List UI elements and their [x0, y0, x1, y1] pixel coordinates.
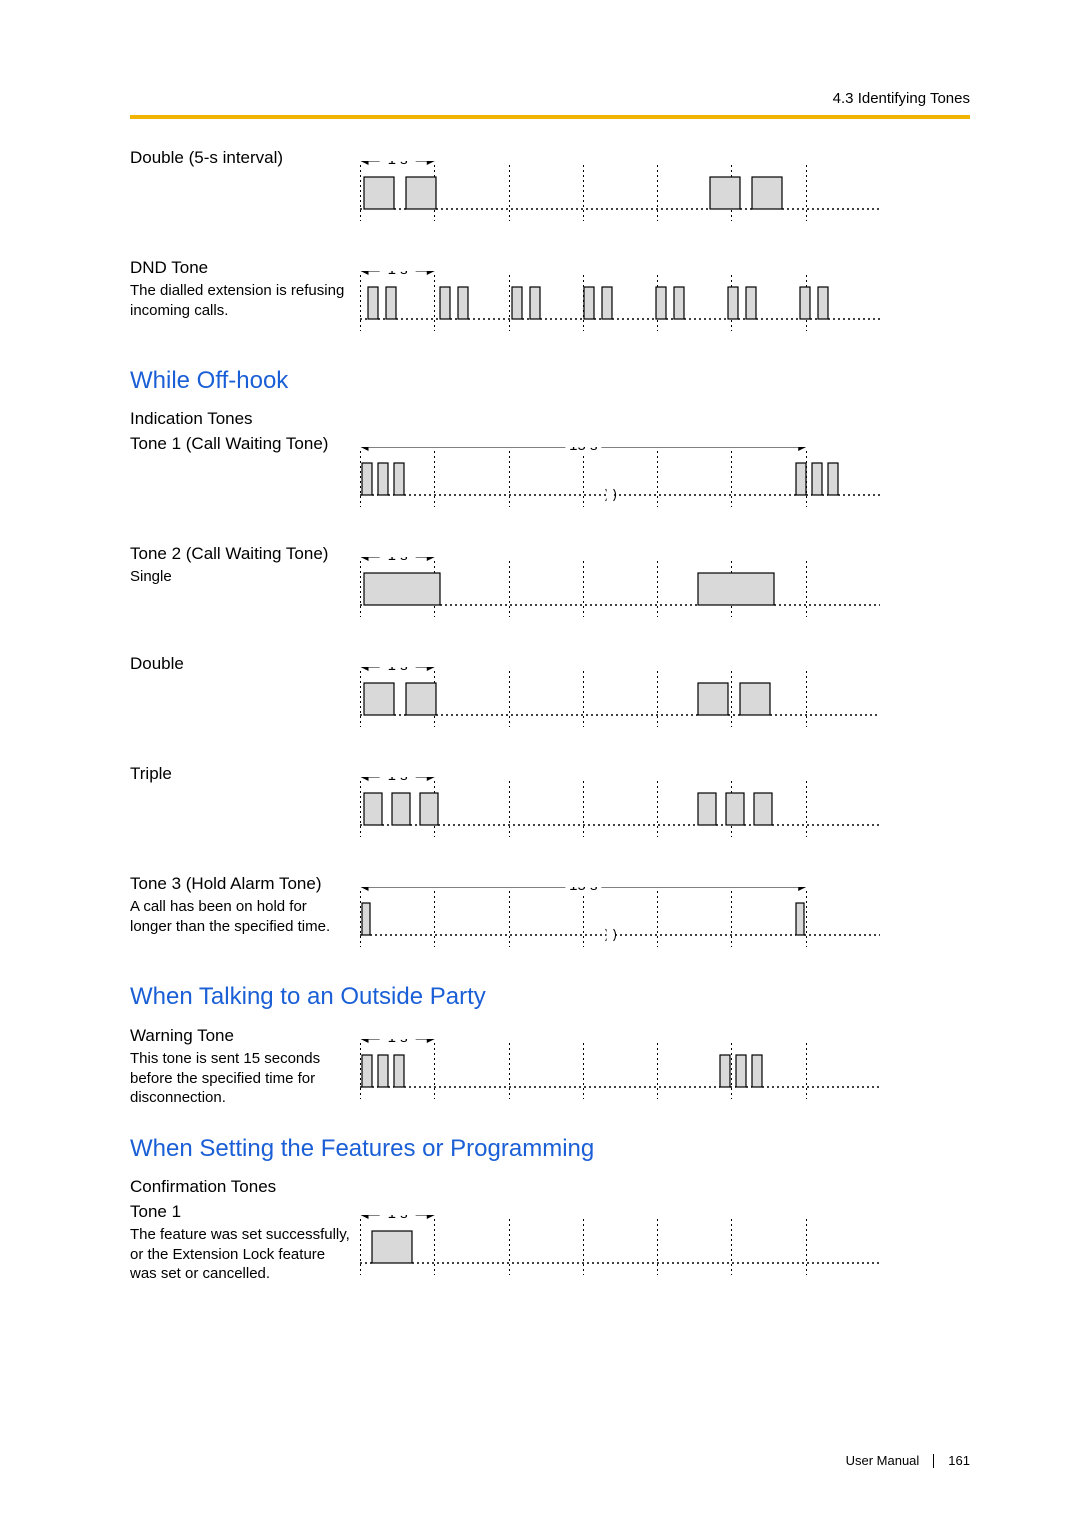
tone-row: DND Tone The dialled extension is refusi…	[130, 257, 970, 347]
tone-desc: Single	[130, 567, 352, 587]
svg-text:15 s: 15 s	[569, 447, 597, 454]
tone-row: Warning Tone This tone is sent 15 second…	[130, 1025, 970, 1115]
svg-text:1 s: 1 s	[388, 557, 408, 564]
page-footer: User Manual 161	[846, 1453, 970, 1468]
svg-text:1 s: 1 s	[388, 667, 408, 674]
tone-desc: A call has been on hold for longer than …	[130, 897, 352, 936]
svg-text:1 s: 1 s	[388, 777, 408, 784]
timing-chart: 15 s	[360, 447, 880, 523]
tone-desc: The dialled extension is refusing incomi…	[130, 281, 352, 320]
tone-desc: The feature was set successfully, or the…	[130, 1225, 352, 1284]
svg-text:1 s: 1 s	[388, 1039, 408, 1046]
tone-label: Double	[130, 653, 352, 675]
tone-label: Tone 3 (Hold Alarm Tone)	[130, 873, 352, 895]
tone-row: Triple 1 s	[130, 763, 970, 853]
tone-row: Tone 1 (Call Waiting Tone) 15 s	[130, 433, 970, 523]
tone-row: Tone 3 (Hold Alarm Tone) A call has been…	[130, 873, 970, 963]
tone-row: Double 1 s	[130, 653, 970, 743]
subheading: Indication Tones	[130, 409, 970, 429]
timing-chart: 1 s	[360, 777, 880, 853]
tone-label: Triple	[130, 763, 352, 785]
timing-chart: 1 s	[360, 161, 880, 237]
timing-chart: 15 s	[360, 887, 880, 963]
tone-label: Warning Tone	[130, 1025, 352, 1047]
section-heading: When Talking to an Outside Party	[130, 983, 970, 1011]
timing-chart: 1 s	[360, 1039, 880, 1115]
timing-chart: 1 s	[360, 667, 880, 743]
breadcrumb: 4.3 Identifying Tones	[130, 90, 970, 107]
timing-chart: 1 s	[360, 557, 880, 633]
svg-text:1 s: 1 s	[388, 1215, 408, 1222]
tone-row: Double (5-s interval) 1 s	[130, 147, 970, 237]
tone-label: Double (5-s interval)	[130, 147, 352, 169]
timing-chart: 1 s	[360, 1215, 880, 1291]
timing-chart: 1 s	[360, 271, 880, 347]
footer-divider	[933, 1454, 934, 1468]
accent-bar	[130, 115, 970, 119]
section-heading: While Off-hook	[130, 367, 970, 395]
section-heading: When Setting the Features or Programming	[130, 1135, 970, 1163]
svg-text:15 s: 15 s	[569, 887, 597, 894]
tone-label: Tone 2 (Call Waiting Tone)	[130, 543, 352, 565]
tone-label: DND Tone	[130, 257, 352, 279]
svg-text:1 s: 1 s	[388, 161, 408, 168]
svg-text:1 s: 1 s	[388, 271, 408, 278]
tone-label: Tone 1 (Call Waiting Tone)	[130, 433, 352, 455]
subheading: Confirmation Tones	[130, 1177, 970, 1197]
tone-row: Tone 1 The feature was set successfully,…	[130, 1201, 970, 1291]
tone-desc: This tone is sent 15 seconds before the …	[130, 1049, 352, 1108]
tone-label: Tone 1	[130, 1201, 352, 1223]
footer-manual: User Manual	[846, 1453, 920, 1468]
footer-page: 161	[948, 1453, 970, 1468]
tone-row: Tone 2 (Call Waiting Tone) Single 1 s	[130, 543, 970, 633]
